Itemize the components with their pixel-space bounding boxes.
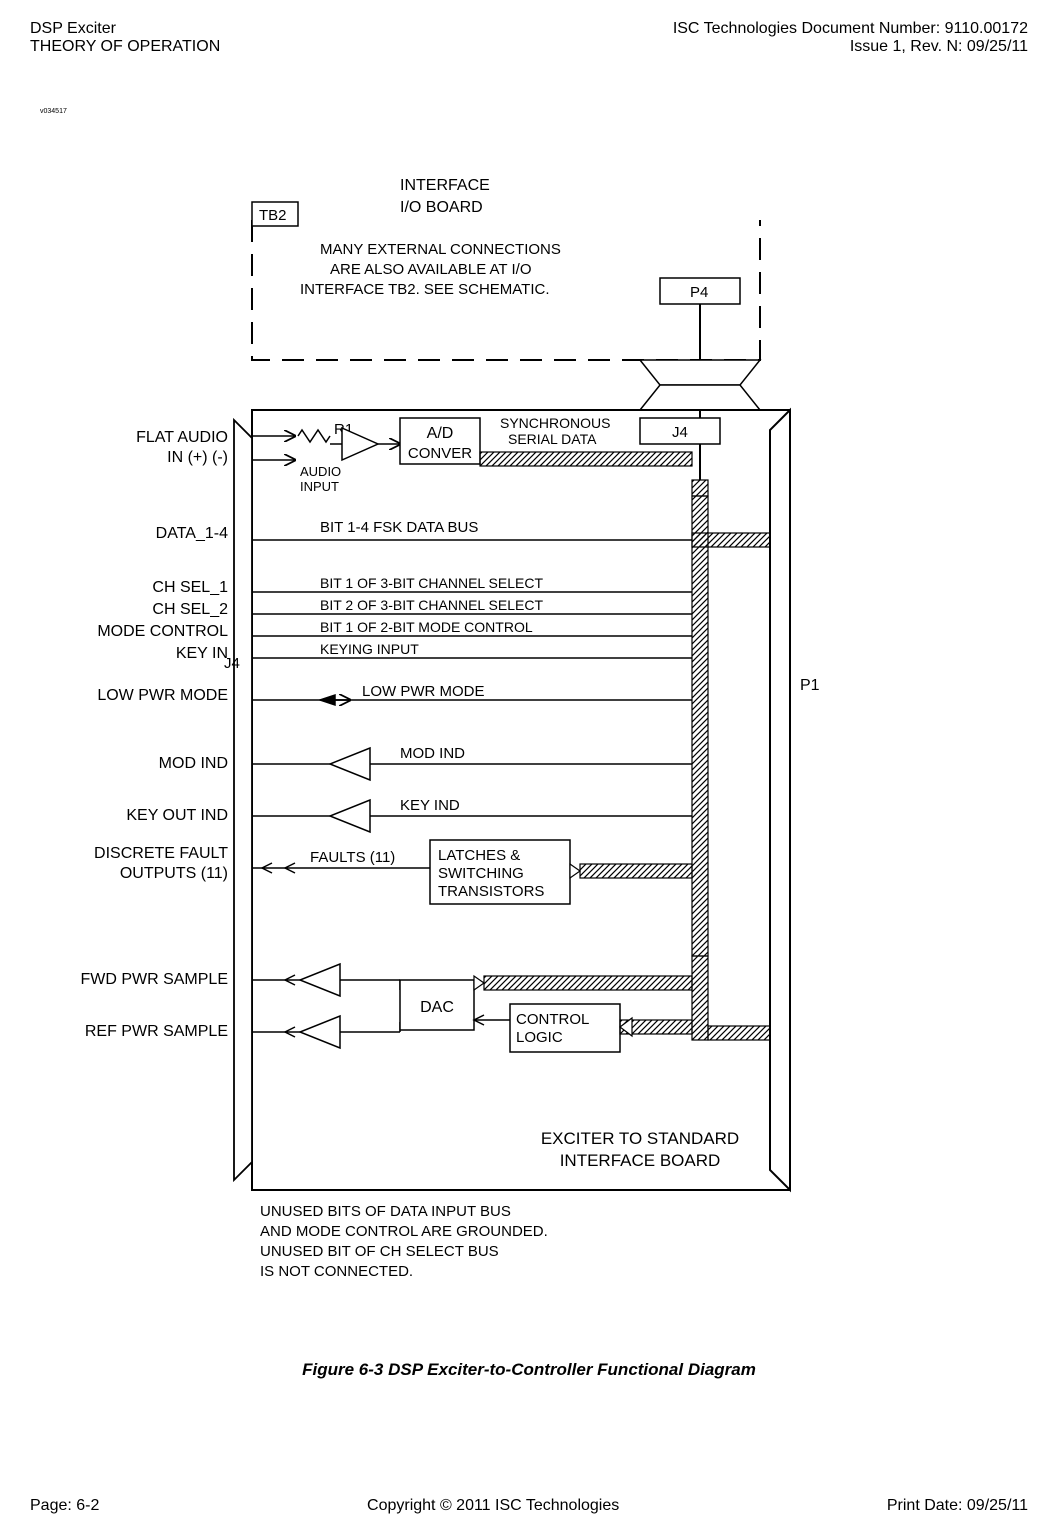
header-issue: Issue 1, Rev. N: 09/25/11 — [673, 38, 1028, 56]
low-pwr-left: LOW PWR MODE — [97, 687, 228, 704]
bn-2: AND MODE CONTROL ARE GROUNDED. — [260, 1223, 548, 1240]
data-1-4: DATA_1-4 — [156, 525, 228, 542]
ad-2: CONVER — [408, 445, 472, 462]
flat-audio-2: IN (+) (-) — [167, 449, 228, 466]
mod-ind-left: MOD IND — [159, 755, 228, 772]
header-left: DSP Exciter THEORY OF OPERATION — [30, 20, 220, 56]
audio-in-2: INPUT — [300, 479, 339, 494]
header-docnum: ISC Technologies Document Number: 9110.0… — [673, 20, 1028, 38]
faults-inner: FAULTS (11) — [310, 849, 395, 866]
bn-4: IS NOT CONNECTED. — [260, 1263, 413, 1280]
page-header: DSP Exciter THEORY OF OPERATION ISC Tech… — [30, 20, 1028, 56]
disc-fault-2: OUTPUTS (11) — [120, 865, 228, 882]
tiny-version: v034517 — [40, 108, 67, 115]
note-1: MANY EXTERNAL CONNECTIONS — [320, 241, 561, 258]
key-ind-inner: KEY IND — [400, 797, 460, 814]
key-out-left: KEY OUT IND — [126, 807, 228, 824]
p1-label: P1 — [800, 677, 820, 694]
ctrl-1: CONTROL — [516, 1011, 589, 1028]
bn-1: UNUSED BITS OF DATA INPUT BUS — [260, 1203, 511, 1220]
bit1-2: BIT 1 OF 2-BIT MODE CONTROL — [320, 619, 533, 635]
ref-pwr: REF PWR SAMPLE — [85, 1023, 228, 1040]
figure-caption: Figure 6-3 DSP Exciter-to-Controller Fun… — [0, 1360, 1058, 1380]
disc-fault-1: DISCRETE FAULT — [94, 845, 228, 862]
footer-page: Page: 6-2 — [30, 1497, 99, 1515]
io-title1: INTERFACE — [400, 177, 490, 194]
j4-top: J4 — [672, 424, 688, 441]
ctrl-2: LOGIC — [516, 1029, 563, 1046]
footer-date: Print Date: 09/25/11 — [887, 1497, 1028, 1515]
latches-3: TRANSISTORS — [438, 883, 544, 900]
low-pwr-inner: LOW PWR MODE — [362, 683, 485, 700]
audio-in-1: AUDIO — [300, 464, 341, 479]
tb2-label: TB2 — [259, 207, 287, 224]
note-2: ARE ALSO AVAILABLE AT I/O — [330, 261, 532, 278]
bit1-3: BIT 1 OF 3-BIT CHANNEL SELECT — [320, 575, 543, 591]
io-title2: I/O BOARD — [400, 199, 483, 216]
ad-1: A/D — [427, 425, 454, 442]
header-section: THEORY OF OPERATION — [30, 38, 220, 56]
footer-copyright: Copyright © 2011 ISC Technologies — [367, 1497, 619, 1515]
board-title-1: EXCITER TO STANDARD — [541, 1129, 739, 1148]
key-in: KEY IN — [176, 645, 228, 662]
flat-audio-1: FLAT AUDIO — [136, 429, 228, 446]
header-right: ISC Technologies Document Number: 9110.0… — [673, 20, 1028, 56]
mod-ind-inner: MOD IND — [400, 745, 465, 762]
sync-1: SYNCHRONOUS — [500, 415, 610, 431]
bn-3: UNUSED BIT OF CH SELECT BUS — [260, 1243, 499, 1260]
block-diagram: INTERFACE I/O BOARD TB2 MANY EXTERNAL CO… — [0, 160, 1058, 1340]
ch-sel-1: CH SEL_1 — [152, 579, 228, 596]
board-title-2: INTERFACE BOARD — [560, 1151, 721, 1170]
page-footer: Page: 6-2 Copyright © 2011 ISC Technolog… — [30, 1497, 1028, 1515]
dac-label: DAC — [420, 999, 454, 1016]
sync-2: SERIAL DATA — [508, 431, 597, 447]
bit-1-4-label: BIT 1-4 FSK DATA BUS — [320, 519, 478, 536]
bit2-3: BIT 2 OF 3-BIT CHANNEL SELECT — [320, 597, 543, 613]
mode-control: MODE CONTROL — [97, 623, 228, 640]
latches-2: SWITCHING — [438, 865, 524, 882]
p4-label: P4 — [690, 284, 708, 301]
latches-1: LATCHES & — [438, 847, 520, 864]
ch-sel-2: CH SEL_2 — [152, 601, 228, 618]
header-product: DSP Exciter — [30, 20, 220, 38]
fwd-pwr: FWD PWR SAMPLE — [80, 971, 228, 988]
keying: KEYING INPUT — [320, 641, 419, 657]
note-3: INTERFACE TB2. SEE SCHEMATIC. — [300, 281, 550, 298]
